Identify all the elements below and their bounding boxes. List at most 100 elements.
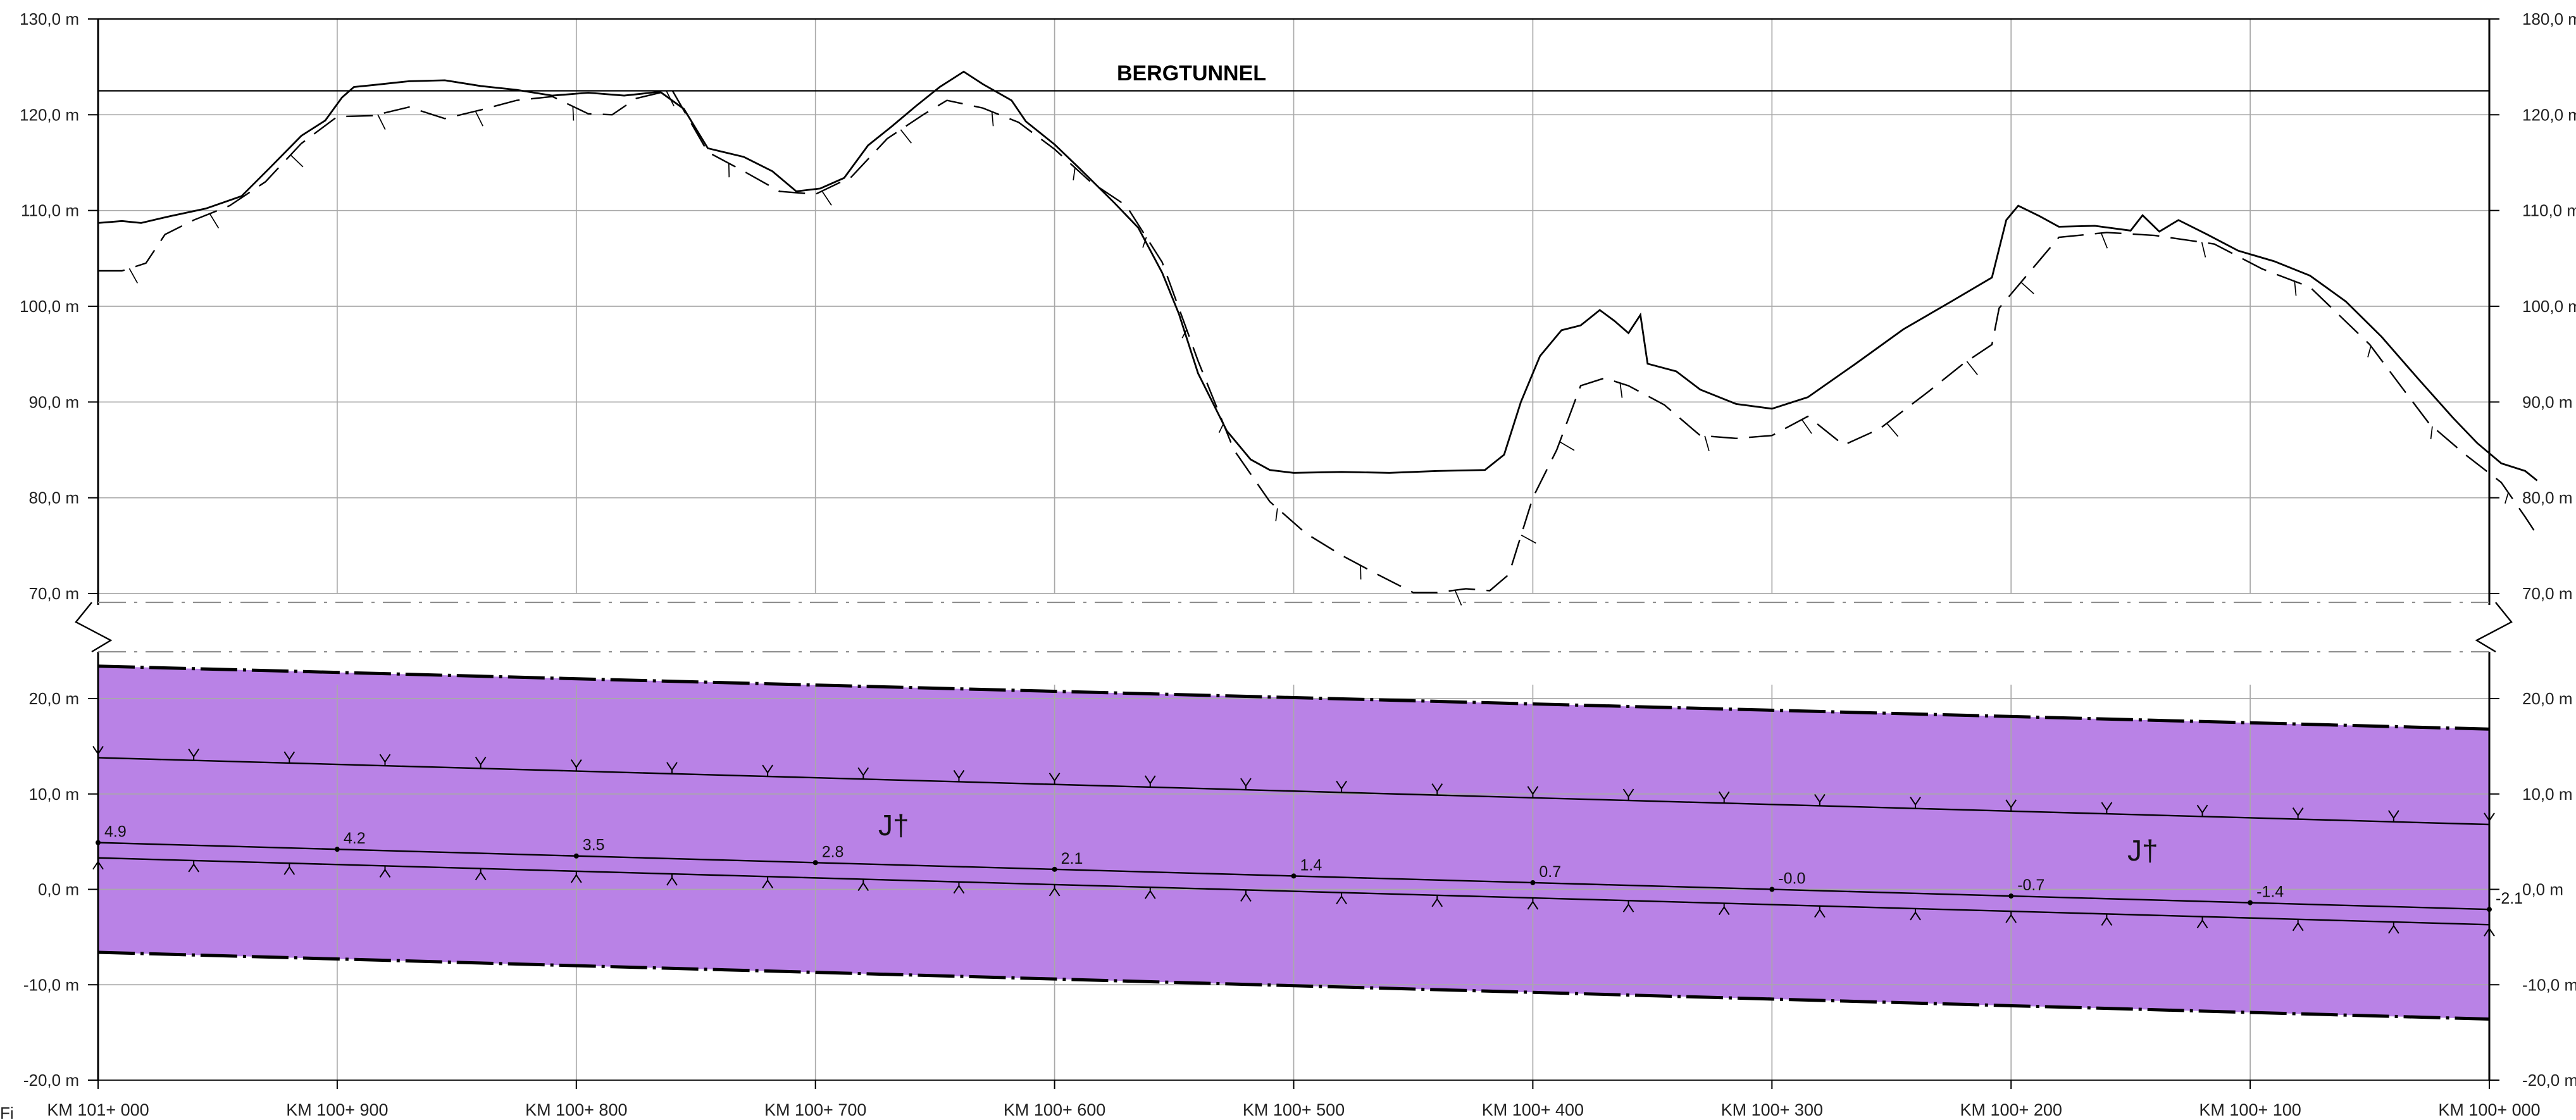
grade-value-label: -0.0 [1778, 870, 1805, 888]
grade-point-marker [573, 853, 579, 859]
dashed-profile-hatch-mark [1559, 441, 1575, 451]
upper-reference-y-marker [92, 745, 104, 758]
dashed-profile-hatch-mark [2100, 233, 2108, 249]
tunnel-symbol-right: J† [2127, 834, 2158, 867]
dashed-profile-hatch-mark [1886, 423, 1899, 437]
dashed-profile-hatch-mark [128, 268, 139, 283]
dashed-profile-hatch-mark [290, 154, 304, 168]
upper-left-elevation-label: 90,0 m [29, 392, 80, 411]
upper-reference-y-marker [857, 767, 869, 780]
lower-reference-lambda-marker [1144, 887, 1156, 899]
dashed-profile-hatch-mark [1073, 168, 1076, 181]
terrain-profile-dashed-line [98, 89, 2538, 594]
lower-reference-lambda-marker [1622, 900, 1634, 912]
dashed-profile-hatch-mark [209, 213, 220, 228]
dashed-profile-hatch-mark [1966, 361, 1978, 375]
dashed-profile-hatch-mark [1521, 534, 1536, 544]
upper-reference-y-marker [1144, 775, 1156, 787]
upper-reference-y-marker [379, 754, 391, 766]
lower-reference-lambda-marker [2196, 916, 2208, 929]
lower-right-elevation-label: -20,0 m [2522, 1071, 2576, 1090]
upper-reference-y-marker [1718, 791, 1730, 804]
grade-point-marker [96, 840, 101, 845]
dashed-profile-hatch-mark [1454, 590, 1462, 606]
upper-left-elevation-label: 100,0 m [20, 297, 79, 316]
dashed-profile-hatch-mark [2367, 345, 2372, 358]
lower-reference-lambda-marker [283, 863, 296, 875]
upper-right-elevation-label: 110,0 m [2522, 201, 2576, 220]
upper-left-elevation-label: 110,0 m [21, 201, 79, 220]
dashed-profile-hatch-mark [1619, 383, 1623, 398]
dashed-profile-hatch-mark [1181, 329, 1188, 339]
dashed-profile-hatch-mark [2020, 282, 2034, 294]
upper-reference-y-marker [2484, 812, 2495, 824]
lower-reference-lambda-marker [857, 879, 869, 892]
grade-point-marker [2008, 893, 2014, 899]
grade-value-label: 1.4 [1300, 856, 1322, 874]
lower-reference-lambda-marker [1910, 908, 1921, 921]
drawing-frame [75, 18, 2513, 1089]
lower-reference-lambda-marker [2292, 919, 2304, 931]
upper-reference-y-marker [570, 759, 582, 771]
grade-point-marker [2248, 900, 2253, 905]
lower-right-elevation-label: 20,0 m [2522, 689, 2573, 708]
upper-reference-y-marker [283, 751, 296, 763]
lower-reference-lambda-marker [953, 881, 965, 894]
upper-reference-y-marker [1910, 797, 1921, 809]
grade-value-label: 4.2 [344, 830, 366, 847]
upper-reference-y-marker [666, 762, 678, 774]
upper-left-elevation-label: 70,0 m [29, 584, 80, 603]
upper-reference-y-marker [1431, 783, 1443, 795]
upper-right-elevation-label: 100,0 m [2522, 297, 2576, 316]
dashed-profile-hatch-mark [2430, 426, 2433, 440]
lower-reference-lambda-marker [2101, 914, 2113, 926]
lower-reference-lambda-marker [92, 857, 104, 870]
lower-reference-lambda-marker [1431, 895, 1443, 907]
chainage-label: KM 101+ 000 [47, 1100, 149, 1119]
upper-reference-y-marker [1814, 793, 1826, 806]
lower-reference-lambda-marker [1336, 892, 1347, 905]
dashed-profile-hatch-mark [377, 114, 386, 130]
lower-reference-lambda-marker [2005, 911, 2017, 923]
chainage-label: KM 100+ 600 [1004, 1100, 1105, 1119]
grade-point-marker [2487, 907, 2492, 912]
tunnel-section: 4.9 4.2 3.5 2.8 2.1 1.4 0.7 -0.0 -0.7 -1.4 -2.1 J† J… [92, 664, 2523, 1021]
upper-left-elevation-label: 120,0 m [20, 105, 79, 124]
upper-reference-y-marker [2196, 804, 2208, 817]
chainage-label: KM 100+ 500 [1243, 1100, 1345, 1119]
dashed-profile-hatch-mark [1801, 419, 1812, 434]
right-break-symbol [2475, 602, 2513, 653]
lower-right-elevation-label: 0,0 m [2522, 880, 2563, 899]
lower-reference-lambda-marker [475, 868, 487, 881]
upper-reference-y-marker [953, 769, 965, 782]
lower-left-elevation-label: 10,0 m [29, 785, 80, 804]
dashed-profile-hatch-mark [2201, 242, 2206, 258]
grade-value-label: 2.8 [822, 843, 844, 861]
tunnel-symbol-left: J† [878, 809, 909, 842]
upper-right-elevation-label: 80,0 m [2522, 488, 2573, 507]
lower-reference-lambda-marker [1240, 890, 1252, 902]
chainage-label: KM 100+ 100 [2199, 1100, 2301, 1119]
upper-reference-y-marker [1336, 780, 1347, 793]
drawing-title: BERGTUNNEL [1117, 61, 1266, 85]
lower-reference-lambda-marker [570, 871, 582, 883]
lower-reference-line [97, 857, 2490, 926]
lower-right-elevation-label: -10,0 m [2522, 975, 2576, 994]
upper-reference-y-marker [1622, 788, 1634, 800]
dashed-profile-hatch-mark [900, 129, 912, 144]
axis-labels: KM 101+ 000 KM 100+ 900 KM 100+ 800 KM 100+… [20, 9, 2576, 1119]
upper-reference-y-marker [1048, 773, 1061, 785]
dashed-profile-hatch-mark [666, 90, 675, 106]
dashed-profile-hatch-mark [1704, 435, 1710, 452]
chainage-label: KM 100+ 300 [1721, 1100, 1823, 1119]
chainage-label: KM 100+ 400 [1482, 1100, 1584, 1119]
lower-reference-lambda-marker [188, 860, 199, 873]
upper-reference-y-marker [475, 756, 487, 769]
lower-right-elevation-label: 10,0 m [2522, 785, 2573, 804]
chainage-label: KM 100+ 200 [1960, 1100, 2062, 1119]
upper-reference-y-marker [2388, 810, 2399, 822]
grade-value-label: -1.4 [2256, 883, 2284, 901]
lower-reference-lambda-marker [1814, 905, 1826, 918]
grade-point-marker [1530, 880, 1536, 885]
